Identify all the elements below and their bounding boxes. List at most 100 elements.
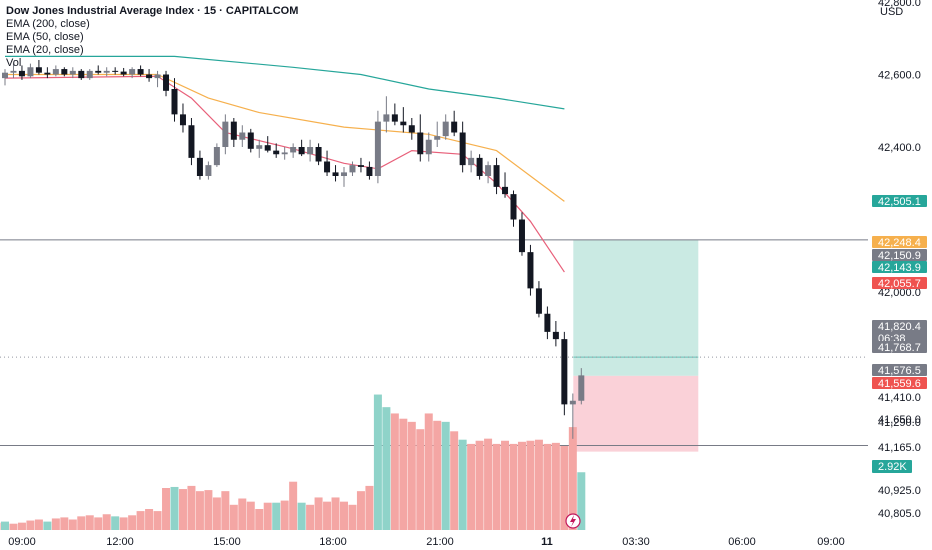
candle-body[interactable] — [95, 70, 102, 73]
candle-body[interactable] — [485, 165, 492, 176]
price-label-2[interactable] — [872, 249, 927, 261]
candle-body[interactable] — [61, 69, 68, 75]
candle-body[interactable] — [52, 69, 59, 75]
candle-body[interactable] — [383, 114, 390, 122]
candle-body[interactable] — [273, 150, 280, 155]
candle-body[interactable] — [349, 165, 356, 173]
ema50-line[interactable] — [5, 73, 565, 202]
candle-body[interactable] — [544, 313, 551, 332]
time-axis-tick-4: 21:00 — [426, 536, 454, 548]
price-label-7[interactable] — [872, 364, 927, 376]
candle-body[interactable] — [374, 121, 381, 176]
candle-body[interactable] — [290, 147, 297, 153]
candle-body[interactable] — [222, 121, 229, 147]
candle-body[interactable] — [35, 67, 42, 73]
volume-bar — [229, 504, 238, 530]
candle-body[interactable] — [408, 125, 415, 133]
candle-body[interactable] — [434, 136, 441, 140]
price-label-8[interactable] — [872, 377, 927, 389]
candle-body[interactable] — [196, 157, 203, 176]
candle-body[interactable] — [510, 194, 517, 220]
candle-body[interactable] — [459, 132, 466, 166]
price-label-0[interactable] — [872, 195, 927, 207]
price-label-5[interactable] — [872, 320, 927, 344]
candle-body[interactable] — [18, 70, 25, 77]
candle-body[interactable] — [391, 114, 398, 122]
price-label-3[interactable] — [872, 261, 927, 273]
candle-body[interactable] — [315, 147, 322, 162]
candle-body[interactable] — [205, 165, 212, 176]
ema200-line[interactable] — [5, 55, 565, 110]
candle-body[interactable] — [468, 157, 475, 166]
indicator-volume[interactable]: Vol — [6, 57, 22, 69]
chart-title: Dow Jones Industrial Average Index · 15 … — [6, 5, 299, 17]
candle-body[interactable] — [137, 69, 144, 75]
volume-bar — [212, 497, 221, 530]
stop-loss-zone[interactable] — [573, 375, 699, 452]
candle-body[interactable] — [417, 132, 424, 155]
candle-body[interactable] — [527, 252, 534, 289]
candle-body[interactable] — [230, 121, 237, 140]
price-label-text-0: 42,505.1 — [878, 196, 921, 208]
candle-body[interactable] — [86, 70, 93, 79]
indicator-ema200[interactable]: EMA (200, close) — [6, 18, 90, 30]
candle-body[interactable] — [357, 165, 364, 167]
candle-body[interactable] — [247, 132, 254, 149]
candle-body[interactable] — [341, 172, 347, 176]
volume-bar — [128, 515, 137, 530]
candle-body[interactable] — [400, 121, 407, 126]
candle-body[interactable] — [103, 70, 110, 73]
candle-body[interactable] — [256, 145, 263, 149]
candle-body[interactable] — [307, 147, 314, 155]
candle-body[interactable] — [476, 157, 483, 176]
candle-body[interactable] — [69, 70, 76, 75]
indicator-ema20[interactable]: EMA (20, close) — [6, 44, 84, 56]
candle-body[interactable] — [298, 147, 305, 155]
candle-body[interactable] — [146, 74, 153, 79]
volume-bar — [60, 517, 69, 530]
volume-bar — [0, 522, 1, 530]
candle-body[interactable] — [188, 125, 195, 158]
candle-body[interactable] — [112, 70, 119, 72]
take-profit-zone[interactable] — [573, 239, 699, 376]
candle-body[interactable] — [324, 161, 331, 173]
candle-body[interactable] — [78, 70, 85, 79]
volume-bar — [26, 520, 35, 530]
candle-body[interactable] — [451, 121, 458, 133]
candle-body[interactable] — [493, 165, 500, 187]
candle-body[interactable] — [332, 172, 339, 176]
volume-bar — [162, 488, 171, 530]
candle-body[interactable] — [578, 375, 585, 401]
candle-body[interactable] — [502, 186, 509, 195]
candle-body[interactable] — [213, 147, 220, 166]
candle-body[interactable] — [264, 145, 271, 151]
candle-body[interactable] — [44, 72, 51, 75]
volume-bar — [94, 517, 103, 530]
candle-body[interactable] — [442, 121, 449, 137]
candle-body[interactable] — [154, 74, 161, 79]
price-label-4[interactable] — [872, 277, 927, 289]
currency-label[interactable]: USD — [880, 6, 904, 18]
price-label-6[interactable] — [872, 341, 927, 353]
candle-body[interactable] — [569, 400, 576, 405]
candle-body[interactable] — [10, 70, 17, 73]
price-label-1[interactable] — [872, 236, 927, 248]
candle-body[interactable] — [518, 219, 525, 253]
candle-body[interactable] — [179, 114, 186, 126]
candle-body[interactable] — [552, 331, 559, 340]
candle-body[interactable] — [163, 74, 170, 91]
indicator-ema50[interactable]: EMA (50, close) — [6, 31, 84, 43]
candle-body[interactable] — [239, 132, 246, 140]
candle-body[interactable] — [535, 288, 542, 314]
candle-body[interactable] — [366, 166, 373, 176]
candle-body[interactable] — [129, 69, 136, 75]
candle-body[interactable] — [171, 89, 178, 115]
candle-body[interactable] — [27, 67, 34, 77]
candle-body[interactable] — [425, 139, 432, 155]
candle-body[interactable] — [120, 71, 127, 75]
candle-body[interactable] — [561, 339, 568, 405]
volume-label[interactable] — [872, 460, 912, 473]
candle-body[interactable] — [281, 152, 288, 155]
candle-body[interactable] — [2, 72, 8, 79]
